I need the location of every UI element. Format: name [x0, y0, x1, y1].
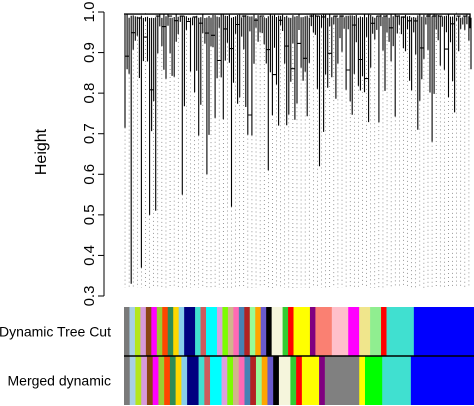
module-color-segment: [271, 307, 283, 356]
module-color-segment: [129, 356, 136, 405]
module-color-segment: [181, 356, 188, 405]
module-color-segment: [233, 307, 240, 356]
module-color-segment: [282, 307, 289, 356]
module-color-segment: [255, 356, 263, 405]
module-color-segment: [250, 356, 257, 405]
dendrogram-branches: [124, 14, 472, 284]
y-axis: 0.3 0.4 0.5 0.6 0.7 0.8 0.9 1.0: [81, 2, 105, 307]
y-tick-label: 1.0: [81, 2, 98, 23]
module-color-segment: [359, 356, 366, 405]
module-color-segment: [244, 307, 251, 356]
module-color-segment: [221, 356, 228, 405]
module-color-segment: [273, 356, 280, 405]
module-color-segment: [124, 307, 130, 356]
module-color-segment: [204, 356, 211, 405]
module-color-segment: [206, 307, 218, 356]
color-row-label: Dynamic Tree Cut: [0, 324, 111, 340]
module-color-segment: [140, 307, 147, 356]
module-color-segment: [158, 356, 165, 405]
module-color-segment: [278, 356, 291, 405]
module-color-segment: [227, 356, 234, 405]
module-color-segment: [309, 307, 316, 356]
module-color-segment: [359, 307, 371, 356]
module-color-segment: [124, 356, 131, 405]
dendrogram-root-branch: [124, 13, 471, 29]
module-color-segment: [413, 307, 474, 356]
module-color-segment: [410, 356, 474, 405]
leaf-drop-lines: [124, 12, 470, 288]
module-color-segment: [216, 307, 223, 356]
module-color-segment: [141, 356, 148, 405]
module-color-segment: [249, 307, 256, 356]
module-color-rows: Dynamic Tree Cut Merged dynamic: [0, 307, 474, 405]
y-tick-label: 0.9: [81, 42, 98, 63]
module-color-segment: [173, 307, 179, 356]
module-color-segment: [195, 307, 201, 356]
module-color-segment: [324, 356, 360, 405]
module-color-segment: [187, 356, 199, 405]
module-color-segment: [370, 307, 382, 356]
module-color-segment: [238, 356, 245, 405]
module-color-segment: [227, 307, 234, 356]
module-color-segment: [146, 356, 153, 405]
module-color-segment: [233, 356, 240, 405]
module-color-segment: [164, 356, 171, 405]
y-tick-label: 0.8: [81, 83, 98, 104]
module-color-segment: [184, 307, 196, 356]
module-color-segment: [169, 356, 176, 405]
y-tick-label: 0.7: [81, 123, 98, 144]
module-color-segment: [288, 307, 294, 356]
module-color-segment: [244, 356, 251, 405]
module-color-segment: [210, 356, 222, 405]
module-color-segment: [266, 307, 272, 356]
module-color-segment: [198, 356, 205, 405]
module-color-segment: [175, 356, 182, 405]
module-color-segment: [261, 356, 268, 405]
module-color-segment: [151, 307, 158, 356]
module-color-segment: [348, 307, 360, 356]
y-tick-label: 0.3: [81, 286, 98, 307]
module-color-segment: [134, 307, 141, 356]
module-color-segment: [267, 356, 274, 405]
module-color-segment: [238, 307, 245, 356]
module-color-segment: [222, 307, 229, 356]
module-color-segment: [364, 356, 383, 405]
module-color-segment: [381, 307, 387, 356]
module-color-segment: [255, 307, 262, 356]
module-color-segment: [162, 307, 169, 356]
y-tick-label: 0.6: [81, 164, 98, 185]
module-color-segment: [290, 356, 297, 405]
module-color-segment: [296, 356, 303, 405]
module-color-segment: [200, 307, 207, 356]
module-color-segment: [331, 307, 349, 356]
y-axis-label: Height: [33, 128, 50, 175]
dendrogram-tree: [124, 13, 472, 284]
module-color-segment: [260, 307, 267, 356]
module-color-segment: [145, 307, 152, 356]
color-row-label: Merged dynamic: [8, 373, 112, 389]
module-color-segment: [129, 307, 136, 356]
y-tick-label: 0.5: [81, 204, 98, 225]
module-color-segment: [315, 307, 333, 356]
module-color-segment: [319, 356, 326, 405]
module-color-segment: [156, 307, 163, 356]
module-color-segment: [152, 356, 159, 405]
module-color-segment: [386, 307, 415, 356]
module-color-segment: [382, 356, 412, 405]
module-color-segment: [135, 356, 142, 405]
module-color-segment: [301, 356, 320, 405]
y-tick-label: 0.4: [81, 245, 98, 266]
module-color-segment: [178, 307, 185, 356]
module-color-segment: [167, 307, 174, 356]
module-color-segment: [293, 307, 311, 356]
